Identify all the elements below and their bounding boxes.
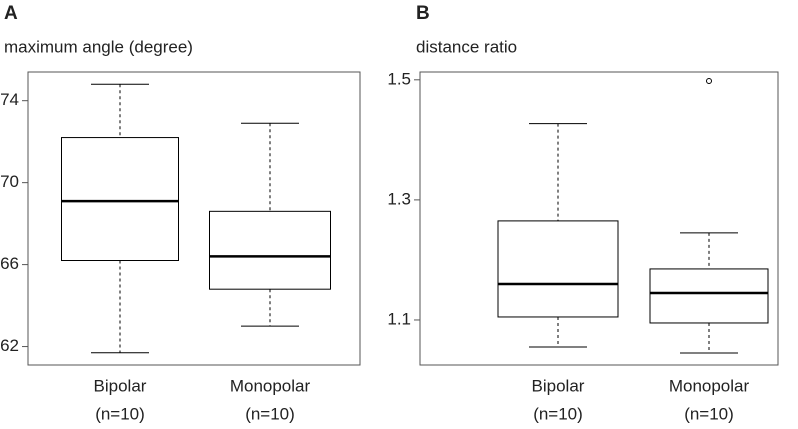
x-tick-label: Monopolar — [669, 376, 750, 395]
y-tick-label: 1.1 — [387, 309, 411, 328]
sample-size: (n=10) — [684, 404, 734, 423]
panel-label: B — [416, 3, 430, 24]
plot-frame — [27, 71, 361, 366]
y-tick-label: 70 — [0, 172, 19, 191]
y-tick-label: 62 — [0, 336, 19, 355]
box — [61, 137, 179, 262]
outlier — [706, 78, 712, 85]
y-tick-label: 1.3 — [387, 189, 411, 208]
sample-size: (n=10) — [95, 404, 145, 423]
box — [209, 210, 331, 290]
sample-size: (n=10) — [533, 404, 583, 423]
y-axis-label: maximum angle (degree) — [4, 37, 193, 56]
panel-label: A — [4, 3, 18, 24]
box — [497, 220, 619, 318]
x-tick-label: Bipolar — [532, 376, 585, 395]
y-tick-label: 74 — [0, 90, 19, 109]
x-tick-label: Bipolar — [94, 376, 147, 395]
x-tick-label: Monopolar — [230, 376, 311, 395]
y-tick-label: 66 — [0, 254, 19, 273]
plot-frame — [419, 71, 779, 366]
box — [649, 268, 769, 324]
sample-size: (n=10) — [245, 404, 295, 423]
y-tick-label: 1.5 — [387, 69, 411, 88]
y-axis-label: distance ratio — [416, 37, 517, 56]
